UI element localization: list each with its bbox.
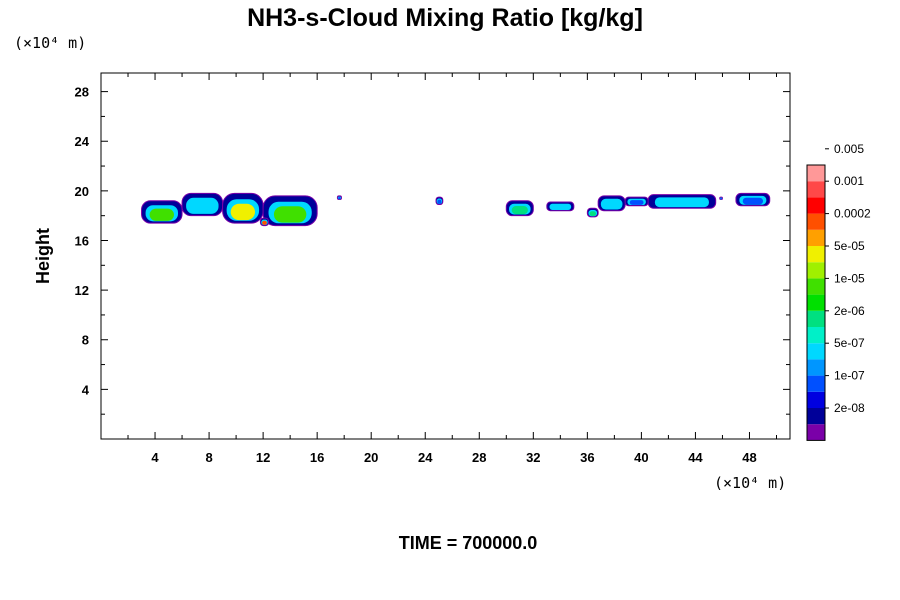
- x-axis-unit: (×10⁴ m): [714, 474, 786, 492]
- colorbar-label: 0.005: [834, 142, 864, 156]
- colorbar-label: 2e-08: [834, 401, 865, 415]
- colorbar-swatch: [807, 181, 825, 198]
- cloud-region-core: [511, 206, 528, 215]
- colorbar-label: 0.0002: [834, 207, 871, 221]
- y-axis: 4 8 12 16 20 24 28: [75, 85, 790, 415]
- x-tick-label: 44: [688, 450, 703, 465]
- cloud-region-core: [273, 206, 307, 223]
- cloud-region-core: [603, 201, 620, 210]
- colorbar-swatch: [807, 278, 825, 295]
- colorbar: 2e-08 1e-07 5e-07 2e-06 1e-05 5e-05 0.0002 0.00…: [806, 142, 871, 441]
- y-tick-label: 12: [75, 283, 89, 298]
- colorbar-label: 2e-06: [834, 304, 865, 318]
- colorbar-label: 5e-07: [834, 336, 865, 350]
- x-tick-label: 8: [205, 450, 212, 465]
- colorbar-label: 0.001: [834, 174, 864, 188]
- y-tick-label: 24: [75, 134, 90, 149]
- x-tick-label: 20: [364, 450, 378, 465]
- cloud-regions: [141, 192, 771, 227]
- colorbar-frame: [806, 164, 826, 441]
- colorbar-swatch: [807, 229, 825, 246]
- cloud-region-core: [437, 199, 442, 204]
- x-tick-label: 28: [472, 450, 486, 465]
- y-tick-label: 28: [75, 85, 89, 100]
- time-label: TIME = 700000.0: [399, 533, 538, 553]
- y-axis-unit: (×10⁴ m): [14, 34, 86, 52]
- plot-frame: [100, 72, 791, 440]
- cloud-region-core: [552, 205, 569, 210]
- colorbar-swatch: [807, 343, 825, 360]
- x-tick-label: 4: [151, 450, 159, 465]
- plot-area: [101, 73, 790, 439]
- cloud-region-core: [190, 201, 215, 214]
- colorbar-swatch: [807, 165, 825, 182]
- colorbar-swatch: [807, 391, 825, 408]
- colorbar-swatch: [807, 424, 825, 441]
- cloud-region-core: [149, 208, 174, 221]
- x-tick-label: 24: [418, 450, 433, 465]
- colorbar-swatch: [807, 246, 825, 263]
- chart-title: NH3-s-Cloud Mixing Ratio [kg/kg]: [247, 4, 643, 32]
- colorbar-swatch: [807, 197, 825, 214]
- x-tick-label: 12: [256, 450, 270, 465]
- colorbar-label: 1e-07: [834, 369, 865, 383]
- y-tick-label: 4: [82, 382, 90, 397]
- colorbar-label: 1e-05: [834, 271, 865, 285]
- x-tick-label: 16: [310, 450, 324, 465]
- cloud-region-core: [742, 197, 763, 205]
- colorbar-swatch: [807, 294, 825, 311]
- cloud-region-core: [720, 197, 722, 200]
- x-axis: 4 8 12 16 20 24 28 32 36 40 44 48: [127, 73, 777, 465]
- x-tick-label: 48: [742, 450, 756, 465]
- colorbar-swatch: [807, 375, 825, 392]
- cloud-region-core: [230, 203, 256, 221]
- y-tick-label: 8: [82, 333, 89, 348]
- y-tick-label: 16: [75, 233, 89, 248]
- colorbar-swatch: [807, 262, 825, 279]
- colorbar-swatch: [807, 213, 825, 230]
- x-tick-label: 32: [526, 450, 540, 465]
- y-tick-label: 20: [75, 184, 89, 199]
- cloud-region-core: [338, 197, 341, 200]
- cloud-region-core: [262, 220, 267, 225]
- colorbar-label: 5e-05: [834, 239, 865, 253]
- x-tick-label: 40: [634, 450, 648, 465]
- colorbar-swatch: [807, 359, 825, 376]
- colorbar-swatch: [807, 327, 825, 344]
- cloud-region-core: [589, 211, 596, 217]
- colorbar-swatch: [807, 310, 825, 327]
- y-axis-label: Height: [33, 228, 53, 284]
- cloud-region-core: [661, 199, 703, 207]
- x-tick-label: 36: [580, 450, 594, 465]
- cloud-region-core: [629, 200, 644, 205]
- colorbar-swatch: [807, 408, 825, 425]
